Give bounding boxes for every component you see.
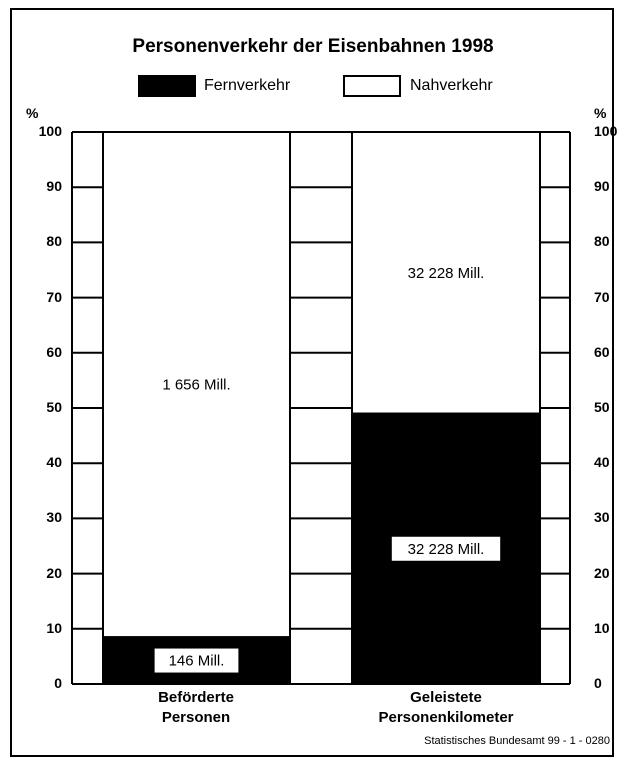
- data-label-bg-fernverkehr-1: [391, 536, 501, 561]
- y-tick-right-30: 30: [594, 509, 610, 526]
- chart-frame: [10, 8, 614, 757]
- y-tick-right-40: 40: [594, 454, 610, 471]
- bar-nahverkehr-0: [102, 131, 291, 639]
- y-tick-left-10: 10: [46, 619, 62, 636]
- legend-swatch-fernverkehr: [138, 75, 196, 97]
- data-label-nahverkehr-0: 1 656 Mill.: [162, 377, 230, 394]
- category-label-1: Geleistete Personenkilometer: [316, 688, 576, 728]
- y-tick-right-90: 90: [594, 178, 610, 195]
- y-tick-left-70: 70: [46, 288, 62, 305]
- y-tick-left-30: 30: [46, 509, 62, 526]
- y-tick-left-90: 90: [46, 178, 62, 195]
- y-tick-left-50: 50: [46, 399, 62, 415]
- category-label-0-line-2: Personen: [161, 709, 231, 726]
- data-label-nahverkehr-1: 32 228 Mill.: [408, 265, 485, 282]
- y-tick-right-20: 20: [594, 564, 610, 581]
- legend-swatch-nahverkehr: [343, 75, 401, 97]
- bar-nahverkehr-1: [351, 131, 541, 415]
- y-tick-left-60: 60: [46, 343, 62, 360]
- legend-label-nahverkehr: Nahverkehr: [410, 77, 493, 94]
- source-note: Statistisches Bundesamt 99 - 1 - 0280: [424, 735, 610, 747]
- y-axis-unit-left: %: [26, 105, 39, 121]
- category-label-1-line-1: Geleistete: [410, 689, 482, 706]
- data-label-fernverkehr-1: 32 228 Mill.: [408, 541, 485, 558]
- data-label-bg-fernverkehr-0: [154, 648, 239, 673]
- y-tick-right-100: 100: [594, 123, 618, 139]
- y-tick-right-50: 50: [594, 399, 610, 415]
- y-tick-right-70: 70: [594, 288, 610, 305]
- category-label-0: Beförderte Personen: [66, 688, 326, 728]
- y-axis-unit-right: %: [594, 105, 607, 121]
- legend-label-fernverkehr: Fernverkehr: [204, 77, 291, 94]
- y-tick-left-80: 80: [46, 233, 62, 250]
- y-tick-left-40: 40: [46, 454, 62, 471]
- y-tick-left-0: 0: [54, 675, 62, 691]
- y-tick-right-10: 10: [594, 619, 610, 636]
- y-tick-right-60: 60: [594, 343, 610, 360]
- y-tick-left-100: 100: [38, 123, 62, 139]
- chart-title: Personenverkehr der Eisenbahnen 1998: [132, 36, 494, 57]
- category-label-0-line-1: Beförderte: [158, 689, 234, 706]
- y-tick-right-80: 80: [594, 233, 610, 250]
- category-label-1-line-2: Personenkilometer: [378, 709, 514, 726]
- data-label-fernverkehr-0: 146 Mill.: [169, 653, 225, 670]
- y-tick-right-0: 0: [594, 675, 602, 691]
- y-tick-left-20: 20: [46, 564, 62, 581]
